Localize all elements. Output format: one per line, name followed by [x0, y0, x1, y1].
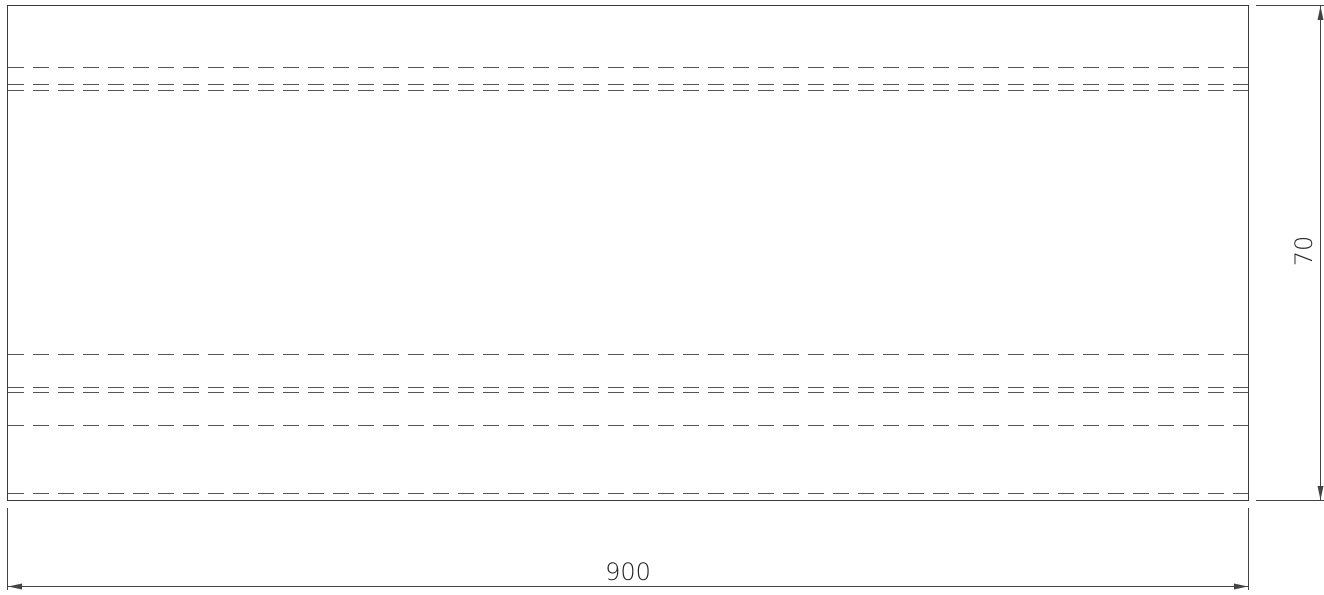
- width-arrow-left: [8, 583, 22, 590]
- width-arrow-right: [1234, 583, 1248, 590]
- height-arrow-top: [1317, 6, 1324, 20]
- part-outline: [7, 5, 1249, 501]
- height-arrow-bottom: [1317, 486, 1324, 500]
- width-dimension: 900: [7, 508, 1249, 590]
- hidden-lines-group: [8, 67, 1248, 494]
- height-dimension: 70: [1256, 5, 1324, 501]
- height-dimension-label: 70: [1290, 236, 1318, 267]
- width-dimension-label: 900: [605, 558, 651, 586]
